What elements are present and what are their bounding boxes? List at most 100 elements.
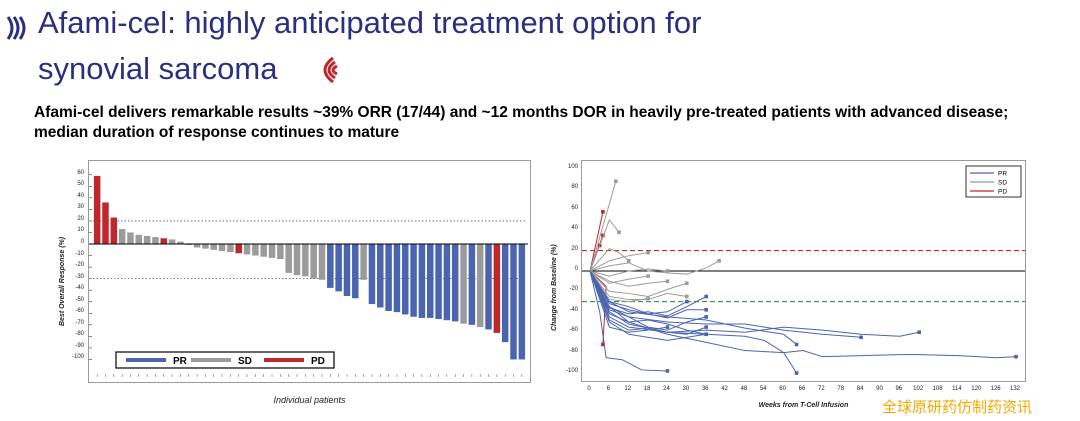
y-tick-label: 10 <box>77 227 84 234</box>
bar <box>202 244 209 249</box>
series-line-sd <box>589 218 620 272</box>
y-tick-label: 60 <box>571 204 578 211</box>
bar <box>352 244 359 299</box>
x-tick-label: 120 <box>971 386 982 392</box>
y-tick-label: -60 <box>75 308 84 315</box>
x-tick-label: 84 <box>856 386 864 392</box>
y-tick-label: -30 <box>75 273 84 280</box>
series-end-marker <box>859 335 863 340</box>
bar <box>160 238 168 245</box>
waterfall-chart-panel: PR SD PD <box>88 160 531 383</box>
bar <box>310 244 317 279</box>
y-tick-label: -60 <box>569 327 578 334</box>
bar <box>476 244 484 328</box>
bar <box>410 244 417 317</box>
spider-chart: PR SD PD <box>582 165 1025 375</box>
y-tick-label: 20 <box>77 215 84 222</box>
y-tick-label: 50 <box>77 181 84 188</box>
x-tick-label: 114 <box>952 386 962 392</box>
page-title-line-2: synovial sarcoma <box>38 51 278 86</box>
series-end-marker <box>794 342 799 347</box>
bar <box>318 244 326 280</box>
y-tick-label: -100 <box>565 368 578 374</box>
bar <box>468 244 476 325</box>
y-tick-label: -90 <box>75 342 84 349</box>
x-tick-label: 132 <box>1009 386 1020 392</box>
series-end-marker <box>665 279 670 283</box>
bar <box>368 244 376 305</box>
y-tick-label: -80 <box>569 347 578 354</box>
x-tick-label: 96 <box>895 386 903 392</box>
x-tick-label: 42 <box>721 386 728 392</box>
series-end-marker <box>601 233 605 238</box>
bar <box>152 237 159 245</box>
series-line-pr <box>589 270 1017 359</box>
bar <box>485 244 492 330</box>
legend-label-pd: PD <box>311 356 325 367</box>
bar <box>218 244 226 251</box>
bar <box>243 244 251 255</box>
bar <box>285 244 292 273</box>
series-line-sd <box>589 270 687 298</box>
y-tick-label: -20 <box>75 262 84 269</box>
bar <box>168 239 176 245</box>
series-end-marker <box>646 296 650 301</box>
bar <box>110 217 118 245</box>
bar <box>268 244 276 258</box>
series-line-sd <box>589 181 617 272</box>
series-line-pr <box>589 270 707 319</box>
bar <box>426 244 434 318</box>
series-line-sd <box>589 270 668 287</box>
y-tick-label: 0 <box>80 239 84 246</box>
x-tick-label: 60 <box>779 386 786 392</box>
spider-legend: PR SD PD <box>965 165 1022 198</box>
series-line-sd <box>589 270 649 303</box>
series-end-marker <box>685 294 689 299</box>
series-end-marker <box>704 307 708 312</box>
bar <box>193 244 201 248</box>
bar <box>260 244 267 257</box>
series-end-marker <box>646 250 650 255</box>
y-tick-label: -10 <box>75 250 84 257</box>
series-line-pr <box>589 270 707 341</box>
series-end-marker <box>601 342 605 347</box>
series-line-pd <box>589 211 604 272</box>
series-end-marker <box>665 269 670 273</box>
bar <box>343 244 351 296</box>
series-end-marker <box>704 315 708 319</box>
series-line-pr <box>589 270 797 345</box>
bar <box>443 244 451 321</box>
bar <box>102 202 109 245</box>
legend-label-pd: PD <box>998 189 1007 196</box>
series-line-pr <box>589 270 707 335</box>
y-tick-label: 20 <box>571 245 578 252</box>
bar <box>418 244 426 318</box>
legend-label-sd: SD <box>238 356 252 367</box>
subtitle: Afami-cel delivers remarkable results ~3… <box>34 104 1009 141</box>
y-tick-label: -80 <box>75 331 84 338</box>
bar <box>210 244 217 250</box>
x-tick-label: 54 <box>759 386 767 392</box>
bar <box>493 244 501 333</box>
series-end-marker <box>704 325 708 329</box>
x-tick-label: 48 <box>740 386 748 392</box>
x-tick-label: 24 <box>663 386 670 392</box>
bar <box>518 244 526 360</box>
y-tick-label: -40 <box>75 285 84 292</box>
bar <box>277 244 284 260</box>
series-line-sd <box>589 260 720 275</box>
y-tick-label: -20 <box>569 286 578 293</box>
bar <box>377 244 384 308</box>
bar <box>327 244 334 288</box>
series-end-marker <box>614 179 618 184</box>
series-line-pr <box>589 270 668 372</box>
series-end-marker <box>617 230 621 235</box>
y-tick-label: 30 <box>77 204 84 211</box>
x-tick-label: 102 <box>913 386 924 392</box>
legend-label-pr: PR <box>998 171 1007 178</box>
series-line-sd <box>589 268 668 277</box>
y-tick-label: 60 <box>77 169 84 176</box>
bar <box>135 234 143 245</box>
series-line-pr <box>589 270 707 331</box>
bar <box>335 244 342 292</box>
